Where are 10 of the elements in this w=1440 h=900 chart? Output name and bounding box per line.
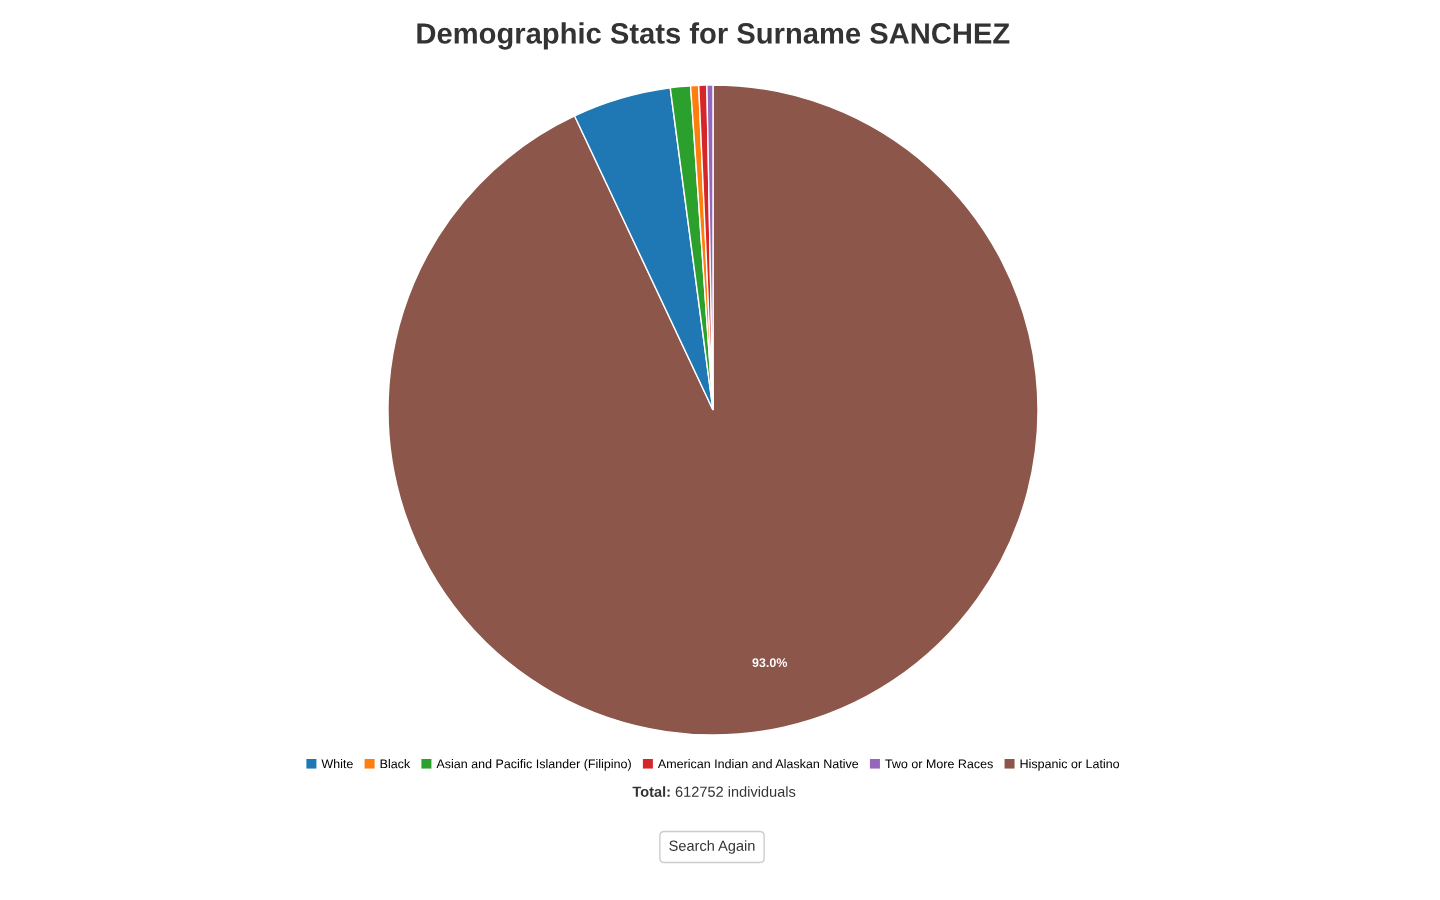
legend-label: Two or More Races bbox=[885, 759, 993, 769]
data-label: 93.0% bbox=[752, 658, 788, 668]
legend-label: White bbox=[321, 759, 353, 769]
legend-label: Hispanic or Latino bbox=[1020, 759, 1120, 771]
text: Search Again bbox=[669, 840, 755, 854]
chart-title: Demographic Stats for Surname SANCHEZ bbox=[417, 22, 1010, 50]
text: Total: 612752 individuals bbox=[632, 786, 796, 797]
legend-label: Asian and Pacific Islander (Filipino) bbox=[436, 759, 631, 771]
legend-label: American Indian and Alaskan Native bbox=[657, 759, 859, 769]
legend-label: Black bbox=[380, 759, 411, 769]
